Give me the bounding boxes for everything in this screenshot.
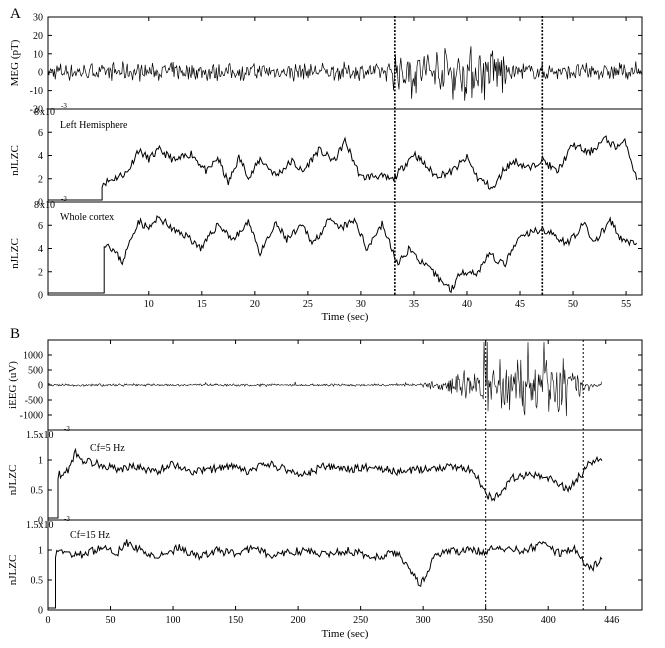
x-tick-label: 40 <box>462 299 472 310</box>
y-tick-label: 0 <box>38 198 43 209</box>
y-scale-exponent: -3 <box>64 425 70 433</box>
x-tick-label: 0 <box>46 615 51 626</box>
y-scale-exponent: -3 <box>64 515 70 523</box>
y-axis-label: nJLZC <box>7 555 19 586</box>
x-tick-label: 50 <box>568 299 578 310</box>
cf5-trace <box>48 447 603 519</box>
x-tick-label: 30 <box>356 299 366 310</box>
x-tick-label: 25 <box>303 299 313 310</box>
y-tick-label: 0.5 <box>31 486 44 497</box>
x-axis-label: Time (sec) <box>322 311 369 323</box>
y-tick-label: 1.5x10 <box>26 520 54 531</box>
x-tick-label: 400 <box>541 615 556 626</box>
y-tick-label: 0 <box>38 381 43 392</box>
y-tick-label: 0 <box>38 291 43 302</box>
x-tick-label: 10 <box>144 299 154 310</box>
y-tick-label: 0 <box>38 68 43 79</box>
y-tick-label: -20 <box>30 105 43 116</box>
y-tick-label: -500 <box>25 396 43 407</box>
subplot-annotation: Whole cortex <box>60 212 114 223</box>
y-tick-label: 4 <box>38 244 43 255</box>
x-tick-label: 15 <box>197 299 207 310</box>
y-tick-label: 1 <box>38 546 43 557</box>
whole-cortex-trace <box>48 214 638 294</box>
x-axis-label: Time (sec) <box>322 628 369 640</box>
y-tick-label: 2 <box>38 267 43 278</box>
y-tick-label: 500 <box>28 366 43 377</box>
x-tick-label: 20 <box>250 299 260 310</box>
x-tick-label: 300 <box>416 615 431 626</box>
left-hemisphere-trace <box>48 135 638 201</box>
y-tick-label: 0.5 <box>31 576 44 587</box>
y-tick-label: 0 <box>38 606 43 617</box>
y-tick-label: -10 <box>30 86 43 97</box>
y-axis-label: nJLZC <box>9 145 21 176</box>
x-tick-label: 55 <box>621 299 631 310</box>
subplot-annotation: Cf=5 Hz <box>90 443 125 454</box>
y-axis-label: nJLZC <box>7 465 19 496</box>
y-tick-label: 1000 <box>23 351 43 362</box>
panel-label-b: B <box>10 326 20 342</box>
plot-frame <box>47 339 643 611</box>
y-tick-label: -1000 <box>20 411 43 422</box>
x-tick-label: 200 <box>291 615 306 626</box>
y-scale-label: x10 <box>40 200 55 211</box>
y-tick-label: 6 <box>38 221 43 232</box>
x-tick-label: 446 <box>604 615 619 626</box>
y-tick-label: 10 <box>33 49 43 60</box>
x-tick-label: 50 <box>106 615 116 626</box>
y-tick-label: 8 <box>34 200 39 211</box>
panel-label-a: A <box>10 6 21 22</box>
x-tick-label: 350 <box>478 615 493 626</box>
y-tick-label: 4 <box>38 151 43 162</box>
y-tick-label: 30 <box>33 13 43 24</box>
y-tick-label: 1 <box>38 456 43 467</box>
x-tick-label: 45 <box>515 299 525 310</box>
y-scale-label: 1.5x10 <box>26 430 54 441</box>
x-tick-label: 150 <box>228 615 243 626</box>
y-scale-label: x10 <box>40 107 55 118</box>
cf15-trace <box>48 539 603 609</box>
x-tick-label: 250 <box>353 615 368 626</box>
x-tick-label: 100 <box>166 615 181 626</box>
y-tick-label: 20 <box>33 31 43 42</box>
meg-trace <box>47 46 642 101</box>
y-scale-exponent: -3 <box>61 195 67 203</box>
subplot-annotation: Cf=15 Hz <box>70 530 110 541</box>
y-tick-label: 8 <box>34 107 39 118</box>
ieeg-trace <box>47 341 602 417</box>
y-scale-exponent: -3 <box>61 102 67 110</box>
y-tick-label: 6 <box>38 128 43 139</box>
y-tick-label: 0 <box>38 516 43 527</box>
y-axis-label: nJLZC <box>9 238 21 269</box>
y-axis-label: MEG (pT) <box>9 39 21 86</box>
x-tick-label: 35 <box>409 299 419 310</box>
subplot-annotation: Left Hemisphere <box>60 120 128 131</box>
y-axis-label: iEEG (uV) <box>7 361 19 409</box>
plot-frame <box>47 16 643 296</box>
y-tick-label: 2 <box>38 174 43 185</box>
